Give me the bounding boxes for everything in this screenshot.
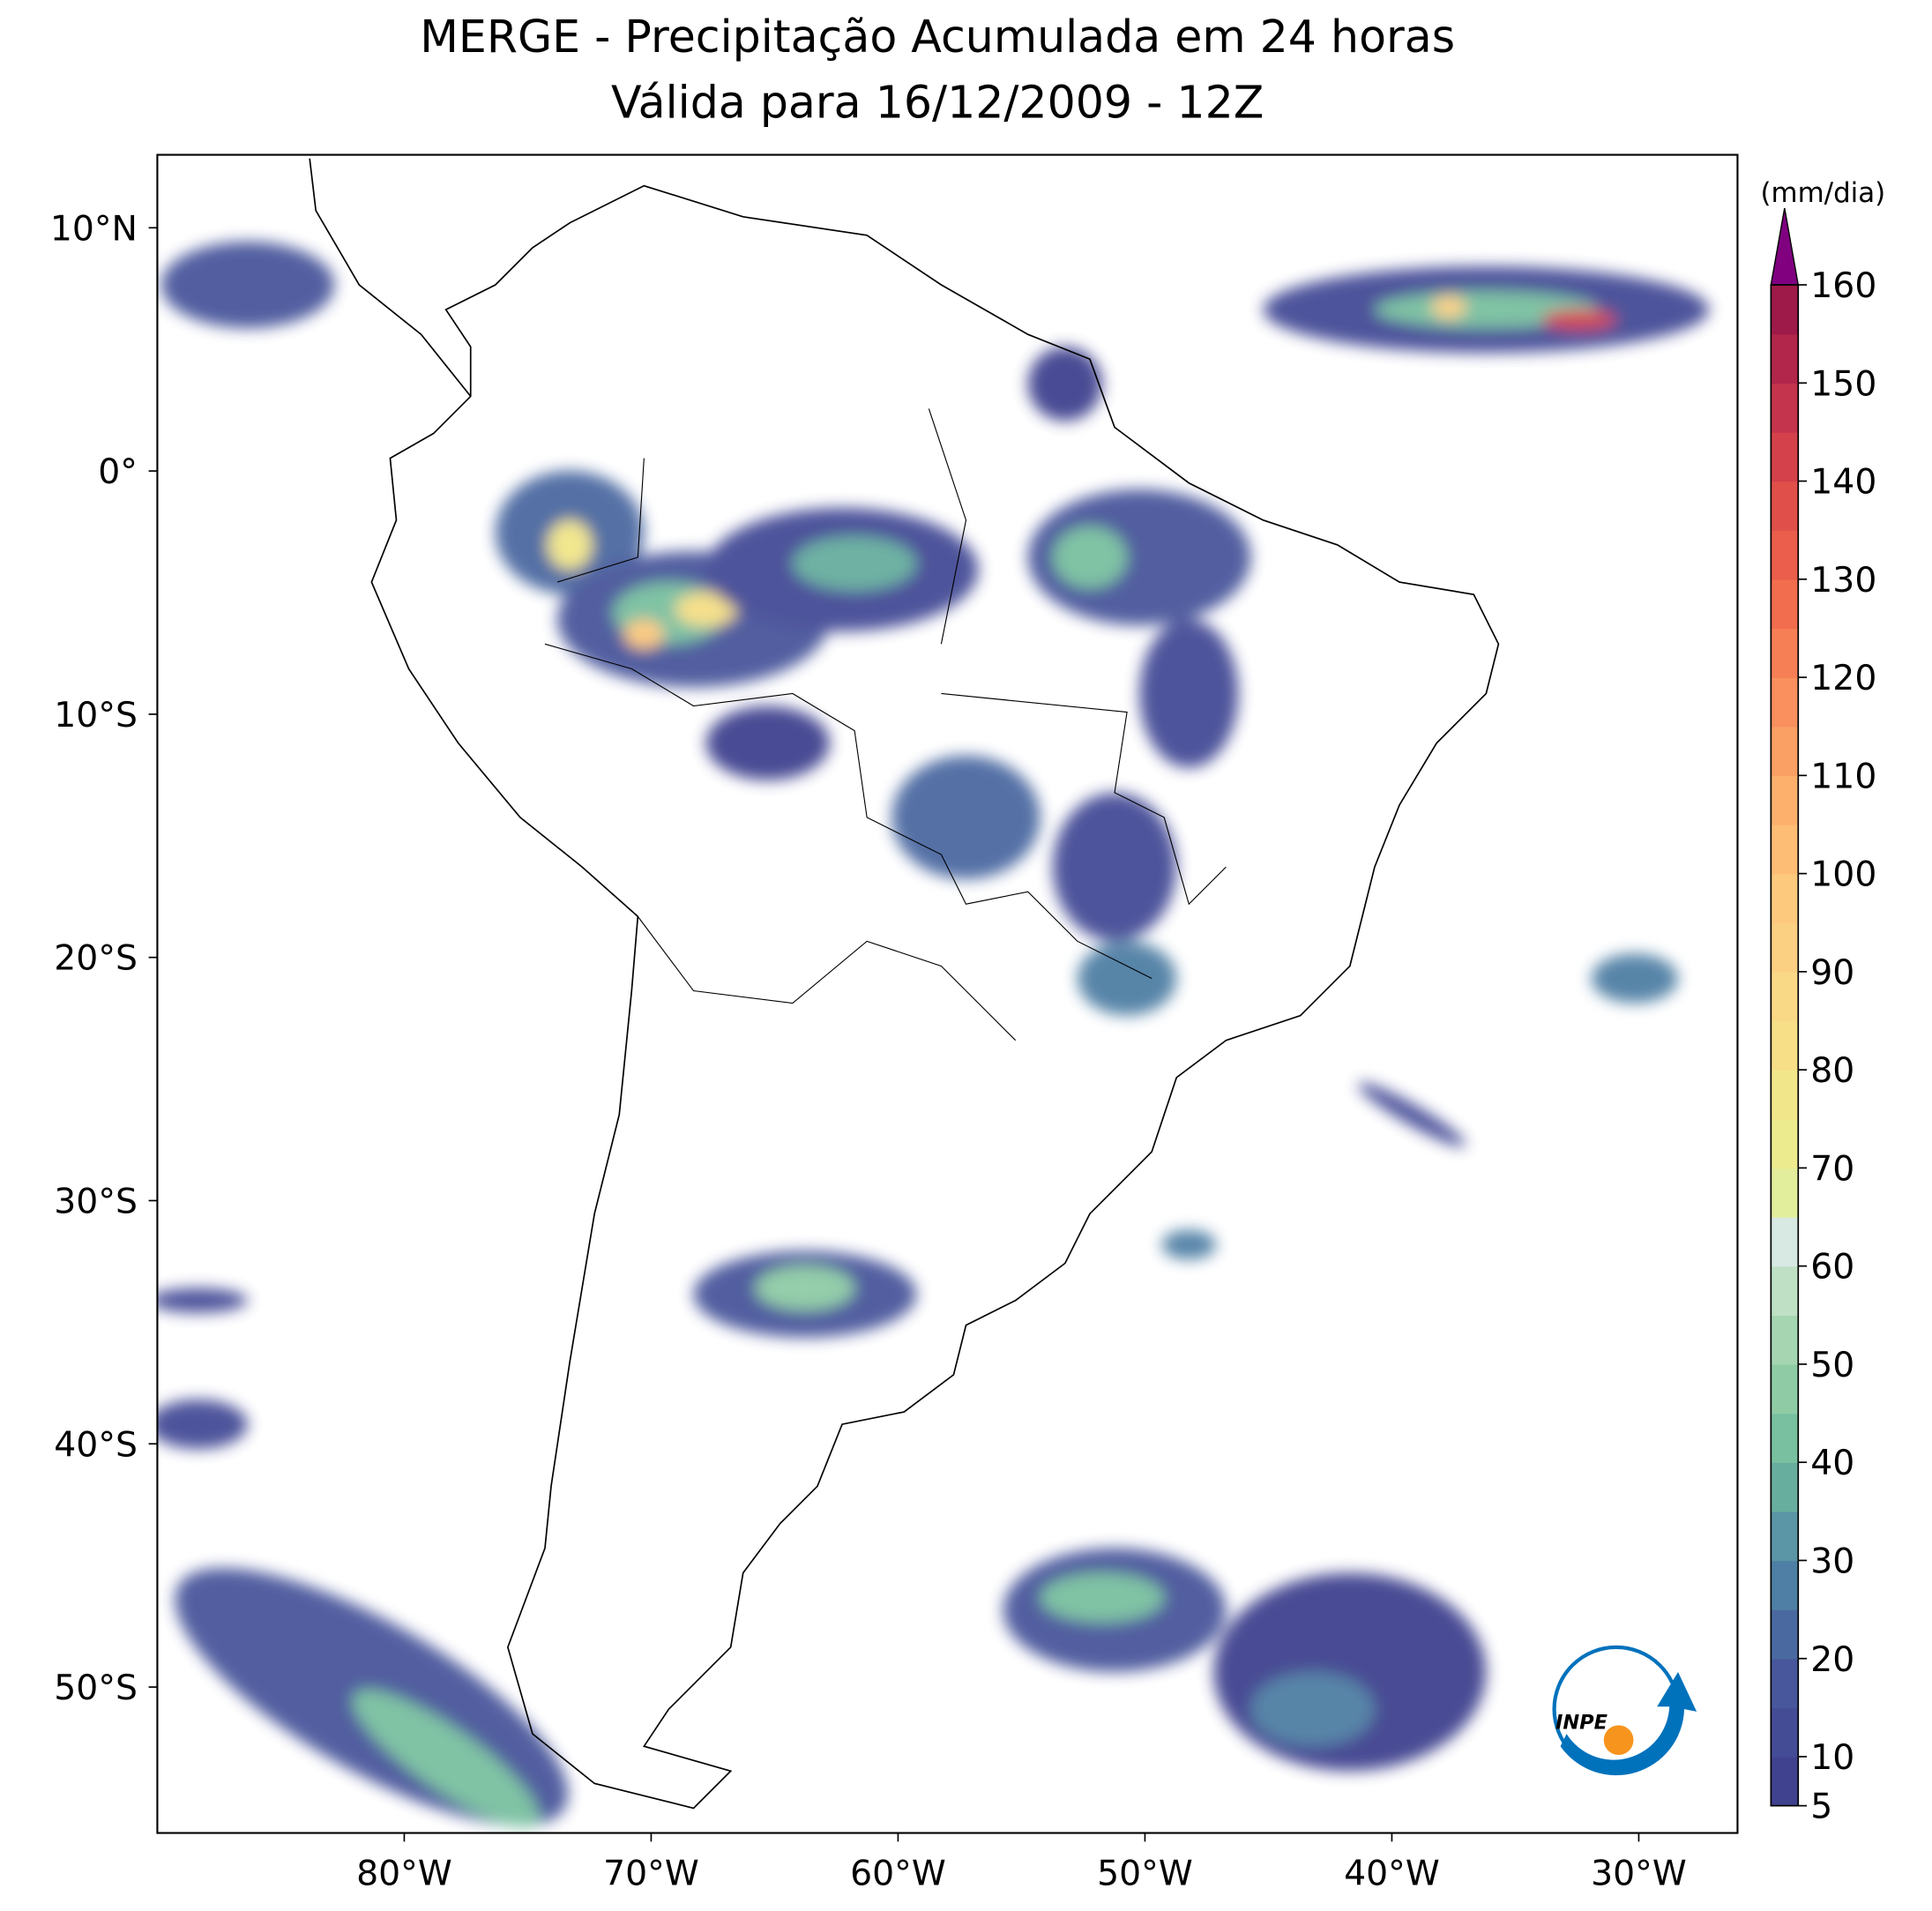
y-tick-label: 40°S (54, 1425, 138, 1465)
chart-title: MERGE - Precipitação Acumulada em 24 hor… (420, 11, 1455, 63)
colorbar-band (1771, 677, 1799, 728)
map-frame (156, 153, 1739, 1834)
colorbar-tick-label: 130 (1810, 561, 1876, 601)
colorbar-unit: (mm/dia) (1760, 177, 1885, 209)
colorbar-band (1771, 1315, 1799, 1365)
colorbar-tick-label: 100 (1810, 855, 1876, 895)
colorbar-band (1771, 1118, 1799, 1169)
precipitation-field (157, 241, 1710, 1828)
colorbar-band (1771, 1756, 1799, 1807)
colorbar-tick-label: 80 (1810, 1051, 1854, 1091)
colorbar-extend (1770, 207, 1800, 286)
colorbar-band (1771, 383, 1799, 433)
colorbar-band (1771, 1658, 1799, 1709)
colorbar-band (1771, 1560, 1799, 1610)
y-tick-label: 30°S (54, 1183, 138, 1222)
chart-subtitle: Válida para 16/12/2009 - 12Z (611, 76, 1264, 128)
x-tick-label: 80°W (356, 1855, 452, 1894)
colorbar-tick-label: 70 (1810, 1149, 1854, 1189)
colorbar-band (1771, 530, 1799, 580)
colorbar-band (1771, 1462, 1799, 1512)
x-tick-label: 30°W (1591, 1855, 1687, 1894)
colorbar-band (1771, 333, 1799, 384)
colorbar-tick-label: 160 (1810, 266, 1876, 306)
colorbar-band (1771, 628, 1799, 678)
colorbar-tick-label: 10 (1810, 1738, 1854, 1778)
colorbar-tick-label: 110 (1810, 757, 1876, 796)
x-tick-label: 70°W (603, 1855, 699, 1894)
y-tick-label: 50°S (54, 1668, 138, 1708)
colorbar-tick-label: 5 (1810, 1788, 1832, 1827)
y-tick-label: 10°S (54, 696, 138, 735)
colorbar-tick-label: 60 (1810, 1248, 1854, 1288)
x-tick-label: 60°W (850, 1855, 946, 1894)
colorbar-band (1771, 1609, 1799, 1660)
colorbar-tick-label: 90 (1810, 953, 1854, 993)
map-area (157, 158, 1710, 1828)
y-tick-label: 20°S (54, 939, 138, 979)
colorbar-band (1771, 579, 1799, 630)
colorbar-band (1771, 1020, 1799, 1071)
x-tick-label: 40°W (1344, 1855, 1440, 1894)
colorbar-tick-label: 30 (1810, 1542, 1854, 1582)
colorbar-band (1771, 775, 1799, 825)
colorbar-band (1771, 922, 1799, 973)
colorbar-band (1771, 824, 1799, 875)
borders (544, 408, 1227, 1041)
colorbar-band (1771, 971, 1799, 1022)
colorbar-band (1771, 1707, 1799, 1758)
y-tick-label: 0° (98, 452, 138, 492)
colorbar-band (1771, 726, 1799, 777)
colorbar-band (1771, 1413, 1799, 1463)
colorbar-band (1771, 1363, 1799, 1415)
colorbar-tick-label: 40 (1810, 1444, 1854, 1483)
coastline (309, 158, 1500, 1810)
colorbar-band (1771, 1511, 1799, 1562)
colorbar-band (1771, 431, 1799, 482)
colorbar-tick-label: 150 (1810, 364, 1876, 404)
colorbar-band (1771, 285, 1799, 335)
y-tick-label: 10°N (50, 209, 138, 249)
colorbar-band (1771, 1217, 1799, 1267)
colorbar-tick-label: 120 (1810, 659, 1876, 698)
colorbar-band (1771, 481, 1799, 531)
logo-text: INPE (1555, 1712, 1608, 1735)
colorbar-band (1771, 873, 1799, 923)
logo: INPE (1552, 1645, 1697, 1776)
colorbar-band (1771, 1070, 1799, 1120)
colorbar-band (1771, 1168, 1799, 1218)
x-tick-label: 50°W (1097, 1855, 1193, 1894)
colorbar-tick-label: 20 (1810, 1640, 1854, 1680)
colorbar-frame (1770, 284, 1800, 1807)
colorbar-tick-label: 140 (1810, 463, 1876, 503)
colorbar-tick-label: 50 (1810, 1346, 1854, 1385)
colorbar-band (1771, 1265, 1799, 1317)
